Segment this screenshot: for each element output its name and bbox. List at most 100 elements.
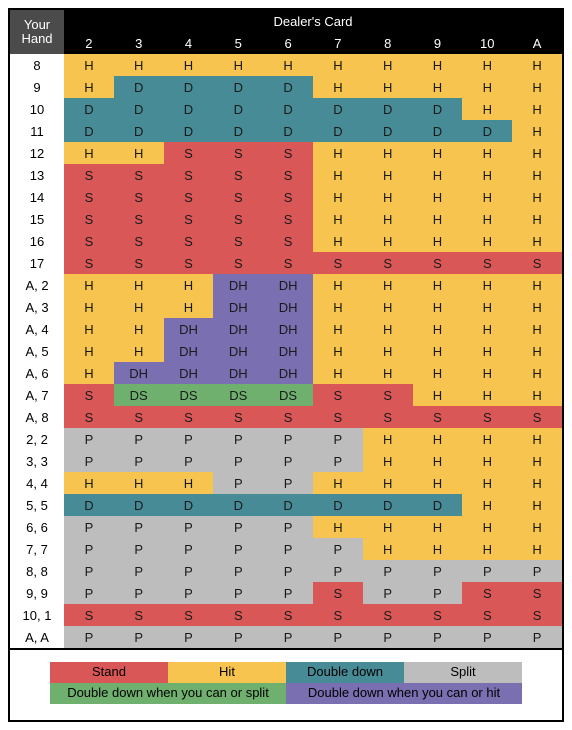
cell-H: H — [462, 318, 512, 340]
cell-D: D — [164, 98, 214, 120]
cell-D: D — [363, 120, 413, 142]
corner-header: Your Hand — [10, 10, 64, 54]
table-row: 3, 3PPPPPPHHHH — [10, 450, 562, 472]
cell-D: D — [164, 120, 214, 142]
cell-H: H — [413, 384, 463, 406]
cell-H: H — [462, 296, 512, 318]
cell-DH: DH — [164, 318, 214, 340]
dealer-col-7: 7 — [313, 32, 363, 54]
cell-S: S — [512, 582, 562, 604]
legend-dh: Double down when you can or hit — [286, 683, 522, 704]
cell-P: P — [114, 450, 164, 472]
cell-H: H — [462, 98, 512, 120]
cell-H: H — [462, 516, 512, 538]
cell-H: H — [462, 538, 512, 560]
cell-P: P — [213, 538, 263, 560]
cell-H: H — [512, 384, 562, 406]
cell-P: P — [64, 626, 114, 648]
cell-P: P — [263, 472, 313, 494]
cell-P: P — [363, 560, 413, 582]
cell-S: S — [462, 582, 512, 604]
dealer-col-6: 6 — [263, 32, 313, 54]
cell-H: H — [512, 318, 562, 340]
cell-H: H — [313, 164, 363, 186]
hand-label: 16 — [10, 230, 64, 252]
cell-D: D — [363, 494, 413, 516]
table-row: A, APPPPPPPPPP — [10, 626, 562, 648]
cell-D: D — [263, 494, 313, 516]
cell-DH: DH — [164, 340, 214, 362]
cell-H: H — [512, 362, 562, 384]
header-row-title: Your Hand Dealer's Card — [10, 10, 562, 32]
legend-row-2-left: Double down when you can or split — [50, 683, 286, 704]
cell-S: S — [64, 186, 114, 208]
cell-P: P — [363, 582, 413, 604]
table-row: 13SSSSSHHHHH — [10, 164, 562, 186]
cell-H: H — [64, 76, 114, 98]
cell-H: H — [313, 318, 363, 340]
cell-S: S — [313, 406, 363, 428]
cell-H: H — [313, 230, 363, 252]
cell-H: H — [363, 428, 413, 450]
cell-H: H — [462, 472, 512, 494]
cell-H: H — [313, 274, 363, 296]
cell-H: H — [363, 164, 413, 186]
hand-label: A, A — [10, 626, 64, 648]
cell-D: D — [164, 494, 214, 516]
cell-H: H — [363, 362, 413, 384]
cell-DH: DH — [263, 340, 313, 362]
cell-H: H — [114, 318, 164, 340]
cell-D: D — [64, 98, 114, 120]
dealer-header: Dealer's Card — [64, 10, 562, 32]
cell-H: H — [363, 296, 413, 318]
cell-D: D — [462, 120, 512, 142]
cell-H: H — [413, 472, 463, 494]
cell-H: H — [462, 494, 512, 516]
cell-P: P — [213, 582, 263, 604]
cell-P: P — [263, 516, 313, 538]
cell-D: D — [114, 98, 164, 120]
cell-H: H — [512, 142, 562, 164]
hand-label: 17 — [10, 252, 64, 274]
cell-D: D — [263, 76, 313, 98]
cell-DH: DH — [263, 296, 313, 318]
cell-H: H — [413, 76, 463, 98]
cell-D: D — [263, 98, 313, 120]
cell-S: S — [213, 164, 263, 186]
cell-S: S — [313, 582, 363, 604]
cell-S: S — [263, 142, 313, 164]
legend-row-1-left: Stand Hit — [50, 662, 286, 683]
cell-DS: DS — [164, 384, 214, 406]
cell-S: S — [164, 208, 214, 230]
cell-P: P — [213, 428, 263, 450]
corner-line2: Hand — [10, 32, 64, 46]
dealer-col-10: 10 — [462, 32, 512, 54]
cell-S: S — [263, 208, 313, 230]
table-row: A, 8SSSSSSSSSS — [10, 406, 562, 428]
cell-H: H — [114, 296, 164, 318]
table-row: 2, 2PPPPPPHHHH — [10, 428, 562, 450]
cell-H: H — [363, 208, 413, 230]
cell-S: S — [413, 252, 463, 274]
cell-H: H — [462, 230, 512, 252]
cell-P: P — [114, 538, 164, 560]
hand-label: 10 — [10, 98, 64, 120]
hand-label: 8 — [10, 54, 64, 76]
cell-P: P — [64, 560, 114, 582]
table-row: 14SSSSSHHHHH — [10, 186, 562, 208]
cell-DH: DH — [164, 362, 214, 384]
legend-row-2-right: Double down when you can or hit — [286, 683, 522, 704]
corner-line1: Your — [10, 18, 64, 32]
cell-S: S — [164, 164, 214, 186]
table-row: A, 7SDSDSDSDSSSHHH — [10, 384, 562, 406]
cell-S: S — [213, 252, 263, 274]
cell-H: H — [462, 76, 512, 98]
cell-H: H — [64, 362, 114, 384]
cell-H: H — [64, 296, 114, 318]
cell-DH: DH — [213, 340, 263, 362]
cell-P: P — [263, 450, 313, 472]
cell-D: D — [313, 120, 363, 142]
table-row: A, 2HHHDHDHHHHHH — [10, 274, 562, 296]
cell-H: H — [164, 472, 214, 494]
hand-label: A, 2 — [10, 274, 64, 296]
